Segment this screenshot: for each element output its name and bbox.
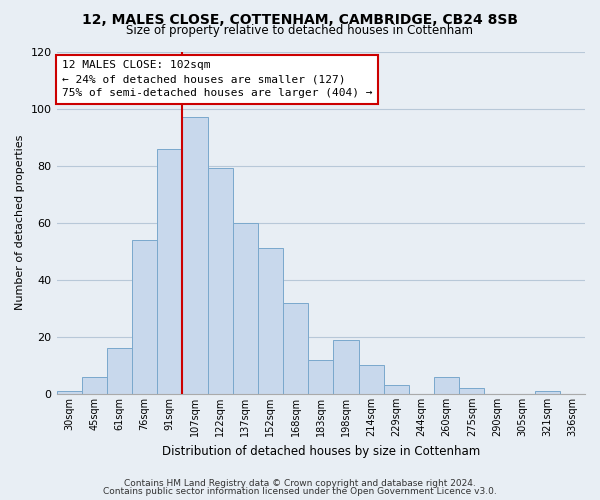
Bar: [334, 340, 359, 394]
Text: Contains HM Land Registry data © Crown copyright and database right 2024.: Contains HM Land Registry data © Crown c…: [124, 478, 476, 488]
Bar: [383, 386, 409, 394]
Text: 12 MALES CLOSE: 102sqm
← 24% of detached houses are smaller (127)
75% of semi-de: 12 MALES CLOSE: 102sqm ← 24% of detached…: [62, 60, 372, 98]
Bar: [434, 377, 459, 394]
Bar: [132, 240, 157, 394]
Bar: [359, 366, 383, 394]
Bar: [107, 348, 132, 394]
Bar: [82, 377, 107, 394]
Bar: [308, 360, 334, 394]
Text: Size of property relative to detached houses in Cottenham: Size of property relative to detached ho…: [127, 24, 473, 37]
Text: 12, MALES CLOSE, COTTENHAM, CAMBRIDGE, CB24 8SB: 12, MALES CLOSE, COTTENHAM, CAMBRIDGE, C…: [82, 12, 518, 26]
Text: Contains public sector information licensed under the Open Government Licence v3: Contains public sector information licen…: [103, 488, 497, 496]
Bar: [182, 117, 208, 394]
Bar: [535, 391, 560, 394]
X-axis label: Distribution of detached houses by size in Cottenham: Distribution of detached houses by size …: [161, 444, 480, 458]
Bar: [283, 302, 308, 394]
Bar: [157, 148, 182, 394]
Bar: [56, 391, 82, 394]
Y-axis label: Number of detached properties: Number of detached properties: [15, 135, 25, 310]
Bar: [258, 248, 283, 394]
Bar: [208, 168, 233, 394]
Bar: [459, 388, 484, 394]
Bar: [233, 222, 258, 394]
